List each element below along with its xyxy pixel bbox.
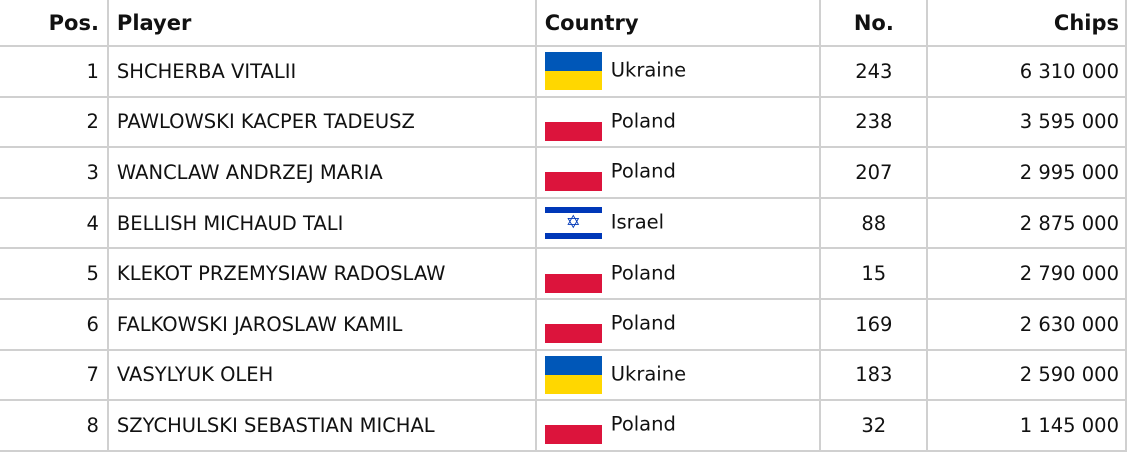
poland-flag-icon <box>544 406 602 445</box>
pos-cell: 7 <box>0 348 109 402</box>
player-cell: KLEKOT PRZEMYSIAW RADOSLAW <box>106 247 537 300</box>
header-pos[interactable]: Pos. <box>0 0 109 47</box>
country-cell: Poland <box>534 95 822 149</box>
chips-cell: 1 145 000 <box>926 399 1127 452</box>
country-cell: Ukraine <box>534 45 822 98</box>
pos-cell: 1 <box>0 45 109 98</box>
country-cell: ✡ Israel <box>534 196 822 250</box>
table-row: 3 WANCLAW ANDRZEJ MARIA Poland 207 2 995… <box>0 146 1127 199</box>
player-cell: BELLISH MICHAUD TALI <box>106 196 537 250</box>
poland-flag-icon <box>544 305 602 344</box>
poland-flag-icon <box>544 102 602 141</box>
chips-cell: 2 790 000 <box>926 247 1127 300</box>
country-cell: Poland <box>534 399 822 452</box>
table-row: 6 FALKOWSKI JAROSLAW KAMIL Poland 169 2 … <box>0 297 1127 351</box>
pos-cell: 6 <box>0 297 109 351</box>
country-name: Ukraine <box>610 362 687 386</box>
country-name: Poland <box>610 261 676 285</box>
pos-cell: 4 <box>0 196 109 250</box>
chips-cell: 2 590 000 <box>926 348 1127 402</box>
number-cell: 238 <box>819 95 929 149</box>
israel-flag-icon: ✡ <box>544 204 602 243</box>
number-cell: 15 <box>819 247 929 300</box>
table-row: 7 VASYLYUK OLEH Ukraine 183 2 590 000 <box>0 348 1127 402</box>
pos-cell: 3 <box>0 146 109 199</box>
chips-cell: 2 875 000 <box>926 196 1127 250</box>
header-country[interactable]: Country <box>534 0 822 47</box>
table-row: 5 KLEKOT PRZEMYSIAW RADOSLAW Poland 15 2… <box>0 247 1127 300</box>
table-row: 4 BELLISH MICHAUD TALI ✡ Israel 88 2 875 … <box>0 196 1127 250</box>
country-name: Ukraine <box>610 58 687 82</box>
chips-cell: 2 630 000 <box>926 297 1127 351</box>
country-cell: Poland <box>534 146 822 199</box>
country-name: Israel <box>610 210 665 234</box>
poland-flag-icon <box>544 153 602 192</box>
number-cell: 243 <box>819 45 929 98</box>
number-cell: 169 <box>819 297 929 351</box>
number-cell: 88 <box>819 196 929 250</box>
pos-cell: 8 <box>0 399 109 452</box>
country-cell: Poland <box>534 297 822 351</box>
header-row: Pos. Player Country No. Chips <box>0 0 1127 47</box>
number-cell: 32 <box>819 399 929 452</box>
player-cell: VASYLYUK OLEH <box>106 348 537 402</box>
player-cell: FALKOWSKI JAROSLAW KAMIL <box>106 297 537 351</box>
player-cell: PAWLOWSKI KACPER TADEUSZ <box>106 95 537 149</box>
country-cell: Poland <box>534 247 822 300</box>
player-cell: WANCLAW ANDRZEJ MARIA <box>106 146 537 199</box>
header-chips[interactable]: Chips <box>926 0 1127 47</box>
pos-cell: 2 <box>0 95 109 149</box>
ukraine-flag-icon <box>544 355 602 394</box>
table-row: 2 PAWLOWSKI KACPER TADEUSZ Poland 238 3 … <box>0 95 1127 149</box>
header-player[interactable]: Player <box>106 0 537 47</box>
country-name: Poland <box>610 109 676 133</box>
country-name: Poland <box>610 311 676 335</box>
ukraine-flag-icon <box>544 52 602 91</box>
pos-cell: 5 <box>0 247 109 300</box>
chips-cell: 3 595 000 <box>926 95 1127 149</box>
player-cell: SZYCHULSKI SEBASTIAN MICHAL <box>106 399 537 452</box>
player-cell: SHCHERBA VITALII <box>106 45 537 98</box>
table-row: 1 SHCHERBA VITALII Ukraine 243 6 310 000 <box>0 45 1127 98</box>
number-cell: 183 <box>819 348 929 402</box>
table-row: 8 SZYCHULSKI SEBASTIAN MICHAL Poland 32 … <box>0 399 1127 452</box>
number-cell: 207 <box>819 146 929 199</box>
header-no[interactable]: No. <box>819 0 929 47</box>
chips-cell: 2 995 000 <box>926 146 1127 199</box>
country-name: Poland <box>610 412 676 436</box>
poland-flag-icon <box>544 254 602 293</box>
chips-cell: 6 310 000 <box>926 45 1127 98</box>
country-name: Poland <box>610 159 676 183</box>
country-cell: Ukraine <box>534 348 822 402</box>
